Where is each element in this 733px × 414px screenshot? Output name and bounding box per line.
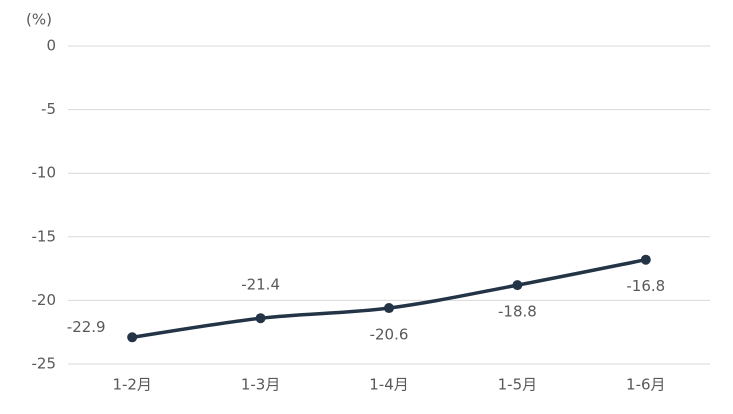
- data-point: [255, 313, 266, 324]
- data-point: [127, 332, 138, 343]
- data-point: [384, 303, 394, 314]
- y-tick-label: -15: [32, 227, 57, 245]
- x-tick-label: 1-6月: [626, 376, 666, 394]
- data-point: [640, 254, 651, 265]
- y-tick-label: -5: [41, 100, 56, 118]
- data-label: -21.4: [241, 276, 280, 294]
- data-label: -18.8: [498, 303, 537, 321]
- y-tick-label: -25: [32, 355, 57, 373]
- y-tick-label: 0: [46, 37, 56, 55]
- y-tick-label: -20: [32, 291, 57, 309]
- data-label: -22.9: [67, 318, 106, 336]
- unit-label: (%): [26, 11, 52, 29]
- y-tick-label: -10: [32, 164, 57, 182]
- x-tick-label: 1-3月: [241, 376, 281, 394]
- data-label: -16.8: [626, 277, 665, 295]
- x-tick-label: 1-2月: [112, 376, 152, 394]
- x-tick-label: 1-5月: [498, 376, 538, 394]
- x-tick-label: 1-4月: [369, 376, 409, 394]
- data-point: [512, 280, 523, 291]
- data-label: -20.6: [370, 326, 409, 344]
